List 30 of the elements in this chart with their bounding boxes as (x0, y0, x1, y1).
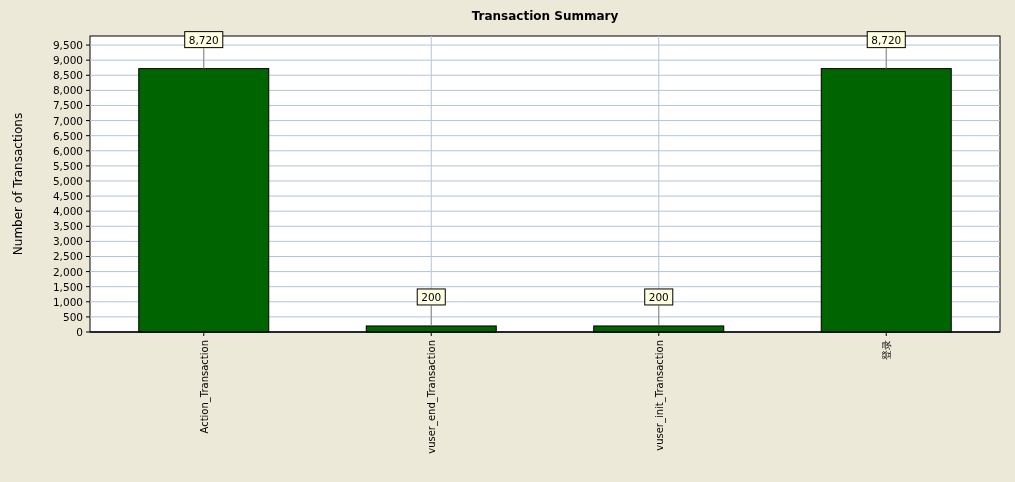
y-tick-label: 5,500 (52, 159, 83, 172)
y-tick-label: 9,000 (52, 54, 83, 67)
y-tick-label: 6,500 (52, 129, 83, 142)
chart-title: Transaction Summary (471, 9, 619, 23)
y-tick-label: 8,500 (52, 69, 83, 82)
y-tick-label: 8,000 (52, 84, 83, 97)
y-tick-label: 0 (76, 326, 83, 338)
y-tick-label: 5,000 (52, 174, 83, 187)
x-tick-label: 登录 (881, 340, 893, 360)
y-tick-label: 1,000 (52, 295, 83, 308)
x-tick-label: vuser_init_Transaction (653, 340, 666, 451)
y-tick-label: 6,000 (52, 144, 83, 157)
y-tick-label: 9,500 (52, 39, 83, 52)
y-tick-label: 3,000 (52, 235, 83, 248)
y-tick-label: 1,500 (52, 280, 83, 293)
y-tick-label: 4,500 (52, 190, 83, 203)
y-tick-label: 2,000 (52, 265, 83, 278)
data-label: 200 (421, 290, 442, 303)
y-tick-label: 2,500 (52, 250, 83, 263)
y-tick-label: 7,500 (52, 99, 83, 112)
y-tick-label: 500 (62, 310, 83, 323)
y-tick-label: 3,500 (52, 220, 83, 233)
data-label: 200 (648, 290, 669, 303)
y-tick-label: 4,000 (52, 205, 83, 218)
x-tick-label: vuser_end_Transaction (426, 340, 439, 454)
x-tick-label: Action_Transaction (198, 340, 211, 434)
data-label: 8,720 (188, 33, 219, 46)
data-label: 8,720 (871, 33, 902, 46)
y-tick-label: 7,000 (52, 114, 83, 127)
y-axis-title: Number of Transactions (11, 112, 25, 256)
